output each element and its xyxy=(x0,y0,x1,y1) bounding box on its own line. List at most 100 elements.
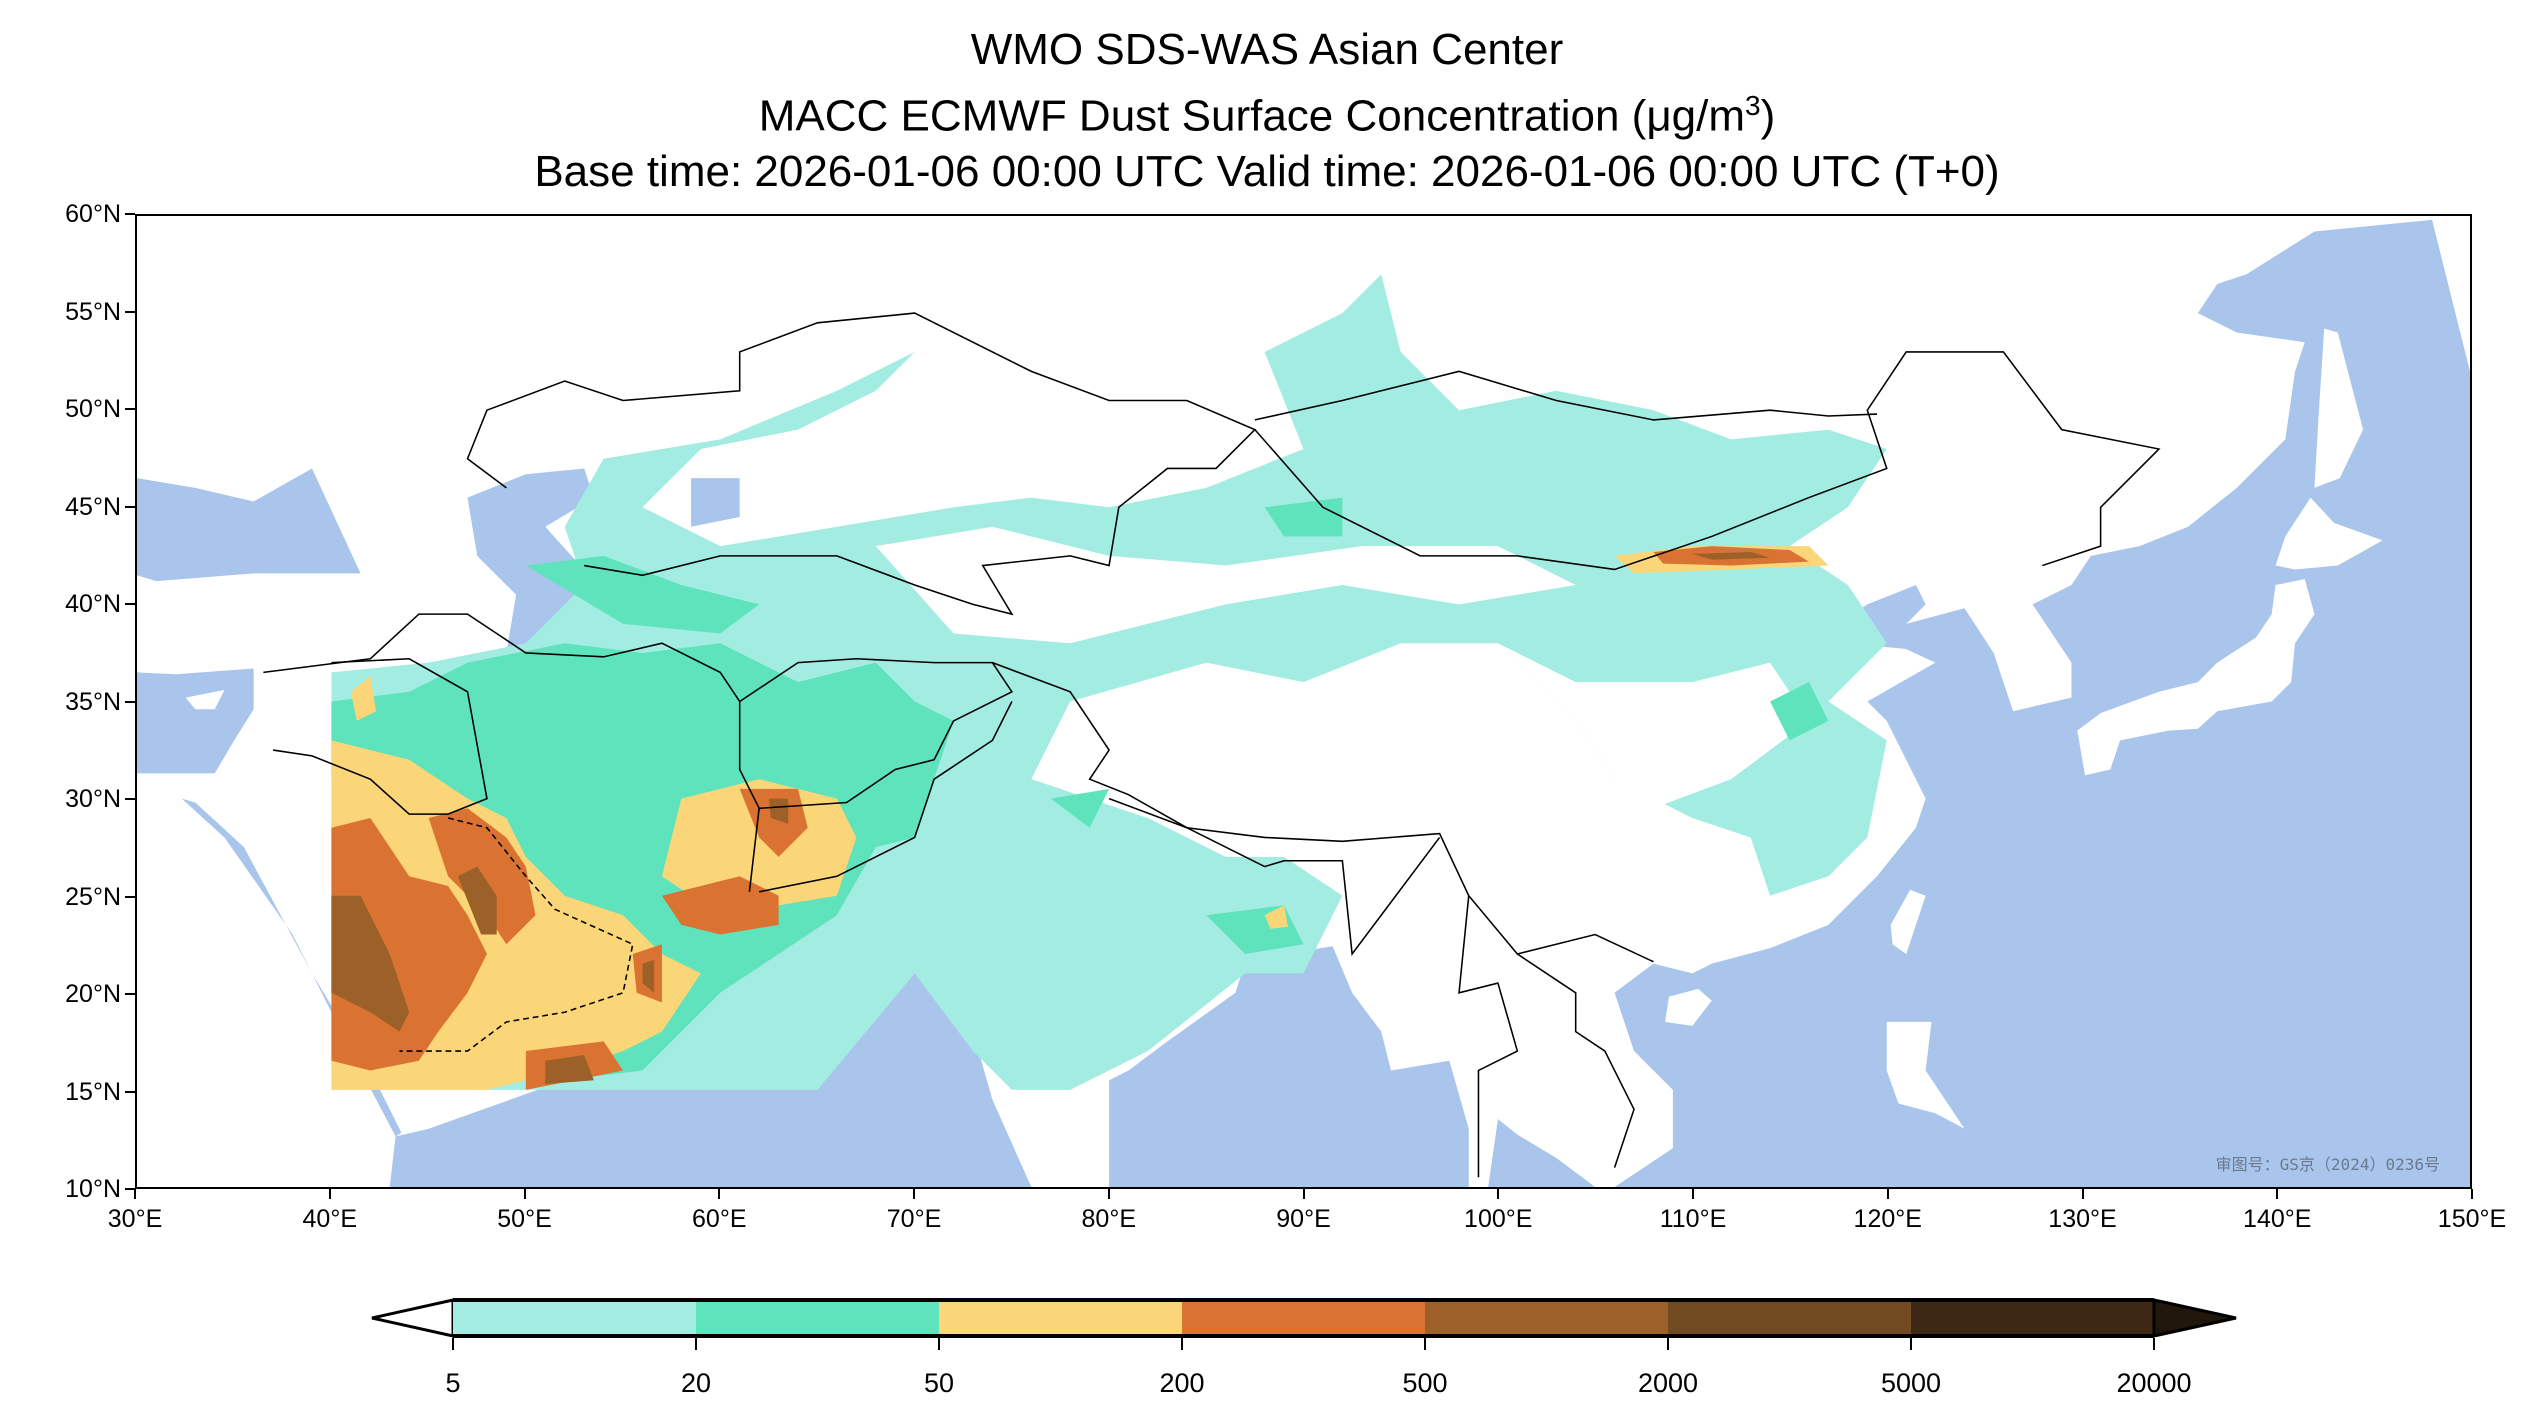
colorbar-segment xyxy=(1425,1300,1669,1336)
japan-honshu xyxy=(2077,579,2315,776)
colorbar-tick-mark xyxy=(938,1338,940,1350)
colorbar-tick-mark xyxy=(1910,1338,1912,1350)
colorbar-tick-mark xyxy=(695,1338,697,1350)
dust-level-20-50-region xyxy=(1050,788,1110,828)
colorbar-tick-label: 5 xyxy=(445,1368,461,1398)
colorbar-tick-label: 2000 xyxy=(1637,1368,1699,1398)
border-china-north xyxy=(1254,351,2161,571)
x-tick-mark xyxy=(1497,1189,1500,1199)
colorbar-tick-mark xyxy=(1424,1338,1426,1350)
dust-level-500-2000-region xyxy=(331,895,410,1032)
dust-level-500-2000-region xyxy=(642,959,655,993)
dust-free-region xyxy=(875,526,1576,644)
x-tick-label: 60°E xyxy=(692,1205,747,1233)
gulf-of-thailand xyxy=(1488,1119,1596,1187)
y-tick-label: 20°N xyxy=(65,980,121,1008)
chart-time-line: Base time: 2026-01-06 00:00 UTC Valid ti… xyxy=(534,147,2000,196)
x-tick-mark xyxy=(2276,1189,2279,1199)
x-tick-mark xyxy=(2081,1189,2084,1199)
dust-concentration-layer xyxy=(331,274,1887,1090)
y-tick-label: 55°N xyxy=(65,297,121,326)
dust-free-region xyxy=(1497,643,1809,809)
x-tick-mark xyxy=(523,1189,526,1199)
border-mongolia xyxy=(1254,370,1878,421)
x-tick-label: 70°E xyxy=(886,1205,942,1233)
map-approval-watermark: 审图号：GS京（2024）0236号 xyxy=(2215,1155,2440,1174)
border-thailand xyxy=(1458,895,1519,1178)
subtitle-text: MACC ECMWF Dust Surface Concentration (μ… xyxy=(758,91,1746,141)
colorbar-under-triangle xyxy=(371,1298,455,1338)
colorbar-segment xyxy=(696,1300,940,1336)
colorbar-segment xyxy=(939,1300,1183,1336)
y-tick-label: 60°N xyxy=(65,200,121,228)
x-tick-label: 120°E xyxy=(1853,1205,1922,1233)
hainan xyxy=(1665,988,1712,1026)
red-sea xyxy=(181,798,402,1137)
border-afghanistan xyxy=(739,657,1014,810)
border-nepal-bhutan-myanmar xyxy=(1108,797,1441,957)
y-tick-mark xyxy=(125,505,135,508)
map-plot-area: 审图号：GS京（2024）0236号 xyxy=(135,214,2472,1189)
chart-title: WMO SDS-WAS Asian Center xyxy=(970,25,1564,74)
colorbar-segment xyxy=(1668,1300,1912,1336)
y-tick-label: 50°N xyxy=(65,395,121,423)
colorbar xyxy=(371,1298,2237,1338)
x-tick-mark xyxy=(134,1189,136,1199)
luzon xyxy=(1886,1021,1965,1129)
y-tick-label: 40°N xyxy=(65,590,121,618)
x-tick-label: 80°E xyxy=(1081,1205,1136,1233)
y-tick-mark xyxy=(125,408,135,410)
aral-sea xyxy=(691,478,740,527)
y-tick-mark xyxy=(125,700,135,703)
border-laos-vietnam xyxy=(1516,953,1635,1168)
colorbar-tick-label: 20 xyxy=(680,1368,712,1398)
dust-level-50-200-region xyxy=(1264,905,1288,929)
colorbar-tick-mark xyxy=(1181,1338,1183,1350)
x-tick-label: 110°E xyxy=(1659,1205,1727,1233)
cyprus xyxy=(185,689,225,710)
y-tick-mark xyxy=(125,993,135,995)
colorbar-segment xyxy=(453,1300,697,1336)
island-layer xyxy=(185,216,2470,1129)
x-tick-mark xyxy=(328,1189,331,1199)
dust-level-20-50-region xyxy=(525,555,760,634)
map-svg xyxy=(137,216,2470,1187)
colorbar-segment xyxy=(1182,1300,1426,1336)
y-tick-mark xyxy=(125,603,135,605)
border-kazakhstan xyxy=(466,312,1257,616)
border-iran xyxy=(263,613,760,892)
x-tick-label: 30°E xyxy=(107,1205,163,1233)
dust-level-5-20-region xyxy=(1109,837,1226,954)
x-tick-label: 40°E xyxy=(302,1205,357,1233)
x-tick-label: 90°E xyxy=(1276,1205,1331,1233)
sakhalin xyxy=(2314,328,2364,488)
y-tick-mark xyxy=(125,213,135,215)
y-tick-label: 10°N xyxy=(65,1175,121,1203)
colorbar-tick-label: 20000 xyxy=(2116,1368,2192,1398)
pacific-ocean xyxy=(1614,216,2470,1187)
dust-level-20-50-region xyxy=(1770,682,1829,741)
dust-level-50-200-region xyxy=(350,676,377,721)
dust-level-500-2000-region xyxy=(768,798,789,824)
y-tick-label: 45°N xyxy=(65,492,121,521)
y-tick-mark xyxy=(125,1188,135,1190)
colorbar-over-triangle xyxy=(2152,1298,2237,1338)
x-tick-label: 130°E xyxy=(2048,1205,2117,1233)
border-saudi-arabia xyxy=(399,817,634,1052)
colorbar-segment xyxy=(1911,1300,2155,1336)
border-pakistan-india xyxy=(758,701,1013,893)
colorbar-tick-label: 5000 xyxy=(1880,1368,1942,1398)
x-tick-label: 100°E xyxy=(1464,1205,1533,1233)
dust-level-50-200-region xyxy=(661,779,857,916)
colorbar-tick-mark xyxy=(452,1338,454,1350)
x-tick-mark xyxy=(1302,1189,1305,1199)
colorbar-tick-mark xyxy=(2153,1338,2155,1350)
x-tick-mark xyxy=(1692,1189,1694,1199)
dust-level-500-2000-region xyxy=(1692,551,1771,560)
dust-level-500-2000-region xyxy=(545,1054,594,1085)
y-tick-label: 30°N xyxy=(65,785,121,813)
y-tick-label: 15°N xyxy=(65,1077,121,1106)
y-tick-mark xyxy=(125,895,135,898)
y-tick-mark xyxy=(125,310,135,313)
